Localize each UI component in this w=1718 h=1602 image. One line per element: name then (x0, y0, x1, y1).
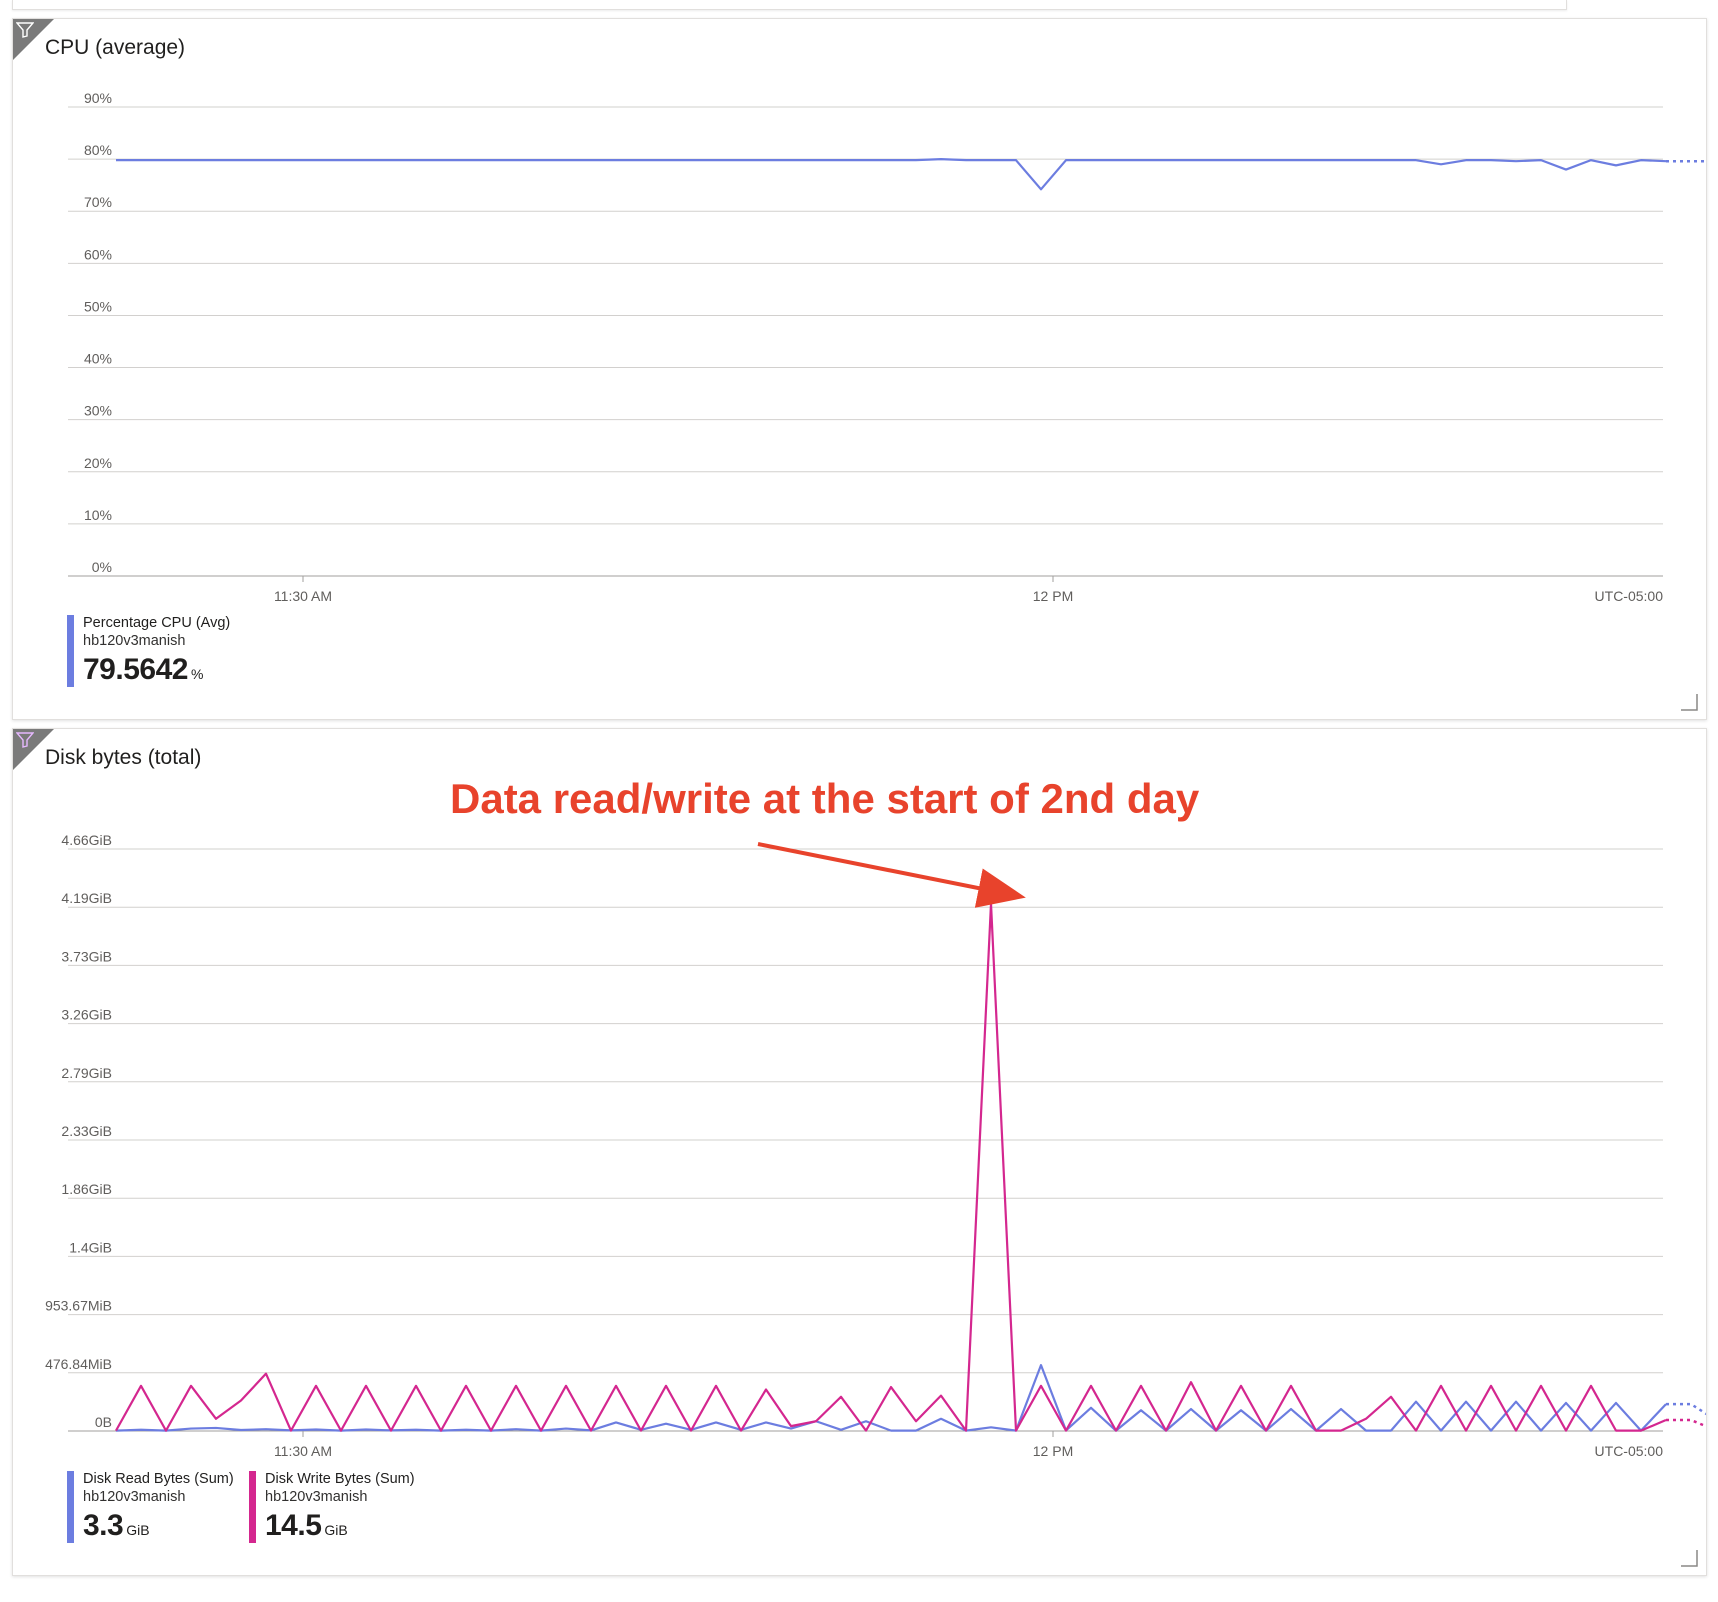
y-tick-label: 953.67MiB (45, 1298, 112, 1314)
y-tick-label: 20% (84, 455, 112, 471)
y-tick-label: 3.26GiB (61, 1007, 112, 1023)
series-line-1 (115, 902, 1667, 1432)
filter-icon[interactable] (16, 22, 34, 38)
legend-metric-name: Disk Read Bytes (Sum) (83, 1471, 234, 1487)
legend-value-number: 14.5 (265, 1509, 322, 1542)
y-tick-label: 50% (84, 298, 112, 314)
y-tick-label: 90% (84, 90, 112, 106)
legend-color-swatch (67, 615, 74, 687)
y-tick-label: 3.73GiB (61, 948, 112, 964)
legend-resource-name: hb120v3manish (265, 1489, 368, 1505)
chart-title: CPU (average) (45, 36, 186, 59)
legend-value-unit: GiB (324, 1522, 348, 1538)
cpu-chart-tile[interactable]: CPU (average) 0% 10% 20% 30% 40% 50% 60% 70% 80%… (12, 18, 1707, 720)
legend-value-number: 3.3 (83, 1509, 124, 1542)
series-projection-1 (1666, 1418, 1706, 1428)
y-tick-label: 476.84MiB (45, 1356, 112, 1372)
legend-color-swatch (67, 1471, 74, 1543)
series-line-0 (116, 158, 1667, 191)
disk-bytes-chart-tile[interactable]: Disk bytes (total) 0B 476.84MiB 953.67MiB 1… (12, 728, 1707, 1576)
filter-icon[interactable] (16, 732, 34, 748)
y-tick-label: 4.66GiB (61, 832, 112, 848)
resize-handle-icon[interactable] (1680, 693, 1698, 711)
legend-value-unit: % (190, 666, 204, 682)
timezone-label: UTC-05:00 (1595, 588, 1664, 604)
legend-color-swatch (249, 1471, 256, 1543)
chart-title: Disk bytes (total) (45, 746, 202, 769)
annotation-text: Data read/write at the start of 2nd day (450, 775, 1200, 822)
legend-value: 3.3 GiB (83, 1509, 150, 1543)
disk-bytes-line-chart[interactable]: 0B 476.84MiB 953.67MiB 1.4GiB 1.86GiB 2.33GiB… (13, 729, 1706, 1575)
legend-value: 79.5642% (83, 653, 203, 687)
legend-value-number: 79.5642 (83, 653, 188, 686)
y-tick-label: 80% (84, 142, 112, 158)
y-tick-label: 10% (84, 507, 112, 523)
y-tick-label: 2.79GiB (61, 1065, 112, 1081)
x-tick-label: 11:30 AM (274, 1443, 332, 1459)
x-tick-label: 12 PM (1033, 1443, 1073, 1459)
y-tick-label: 60% (84, 246, 112, 262)
previous-tile-edge (12, 0, 1567, 10)
cpu-line-chart[interactable]: 0% 10% 20% 30% 40% 50% 60% 70% 80% 90% 11:30 AM 12 … (13, 19, 1706, 719)
y-tick-label: 1.4GiB (69, 1239, 112, 1255)
series-line-0 (115, 1363, 1667, 1432)
legend-resource-name: hb120v3manish (83, 1489, 186, 1505)
y-tick-label: 40% (84, 351, 112, 367)
y-tick-label: 4.19GiB (61, 890, 112, 906)
y-tick-label: 0% (92, 559, 112, 575)
y-tick-label: 2.33GiB (61, 1123, 112, 1139)
resize-handle-icon[interactable] (1680, 1549, 1698, 1567)
series-projection-0 (1666, 1402, 1706, 1416)
x-tick-label: 11:30 AM (274, 588, 332, 604)
y-tick-label: 30% (84, 403, 112, 419)
x-tick-label: 12 PM (1033, 588, 1073, 604)
y-tick-label: 1.86GiB (61, 1181, 112, 1197)
timezone-label: UTC-05:00 (1595, 1443, 1664, 1459)
annotation-arrow-icon (757, 842, 1026, 908)
legend-metric-name: Percentage CPU (Avg) (83, 615, 231, 631)
legend-resource-name: hb120v3manish (83, 633, 186, 649)
legend-metric-name: Disk Write Bytes (Sum) (265, 1471, 415, 1487)
y-tick-label: 70% (84, 194, 112, 210)
legend-value-unit: GiB (126, 1522, 150, 1538)
y-tick-label: 0B (95, 1414, 112, 1430)
legend-value: 14.5 GiB (265, 1509, 348, 1543)
